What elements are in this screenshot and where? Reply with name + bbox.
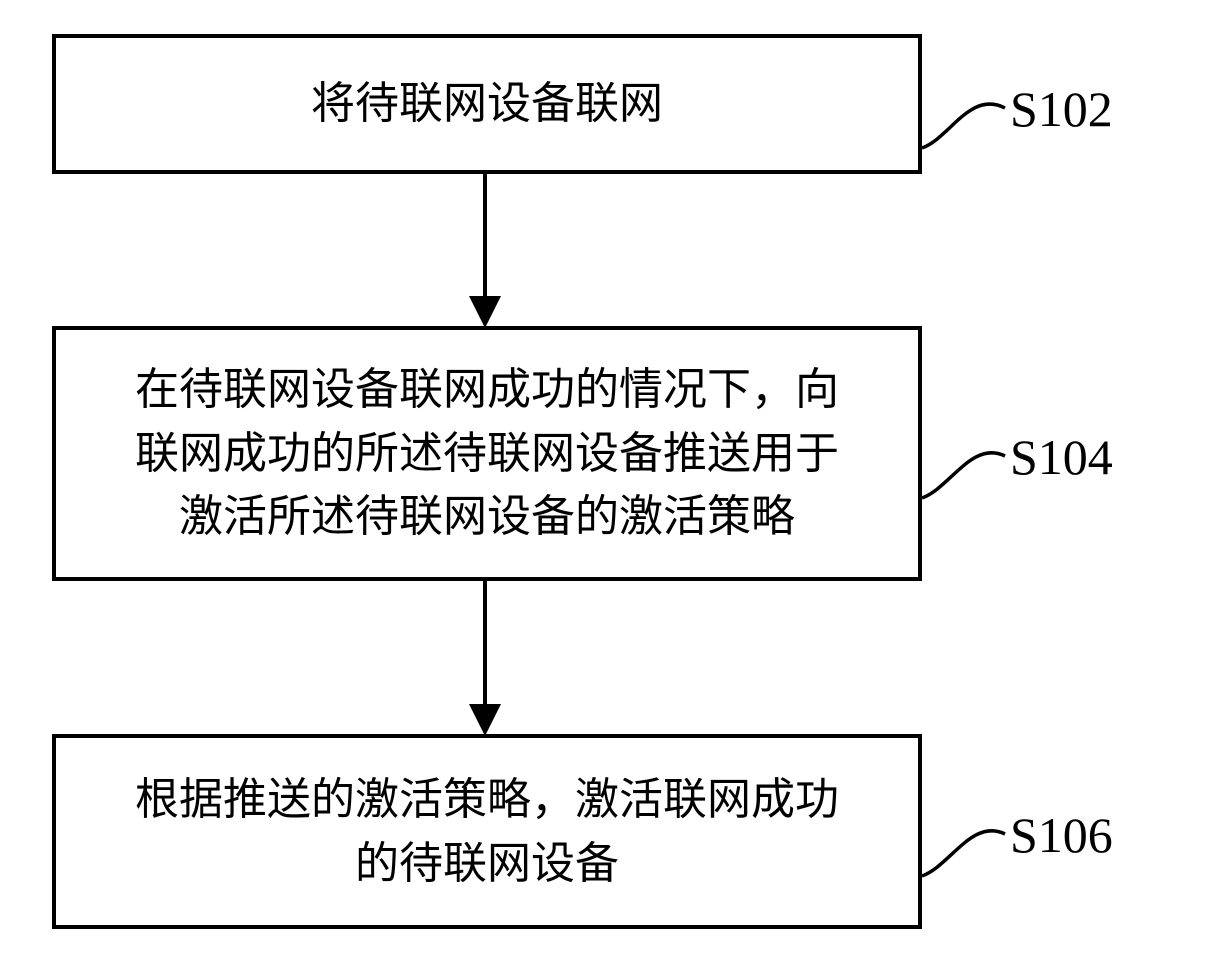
- step-label-1: S102: [1010, 80, 1113, 138]
- curve-to-label-2: [922, 453, 1005, 498]
- curve-to-label-1: [922, 104, 1005, 148]
- flow-node-2-text: 在待联网设备联网成功的情况下，向 联网成功的所述待联网设备推送用于 激活所述待联…: [115, 354, 859, 553]
- flowchart-canvas: 将待联网设备联网 在待联网设备联网成功的情况下，向 联网成功的所述待联网设备推送…: [0, 0, 1230, 959]
- curve-to-label-3: [922, 831, 1005, 876]
- step-label-3: S106: [1010, 806, 1113, 864]
- flow-node-2: 在待联网设备联网成功的情况下，向 联网成功的所述待联网设备推送用于 激活所述待联…: [52, 326, 922, 581]
- flow-node-1-text: 将待联网设备联网: [291, 68, 683, 140]
- step-label-2: S104: [1010, 428, 1113, 486]
- flow-node-3-text: 根据推送的激活策略，激活联网成功 的待联网设备: [115, 764, 859, 900]
- flow-node-3: 根据推送的激活策略，激活联网成功 的待联网设备: [52, 734, 922, 929]
- flow-node-1: 将待联网设备联网: [52, 34, 922, 174]
